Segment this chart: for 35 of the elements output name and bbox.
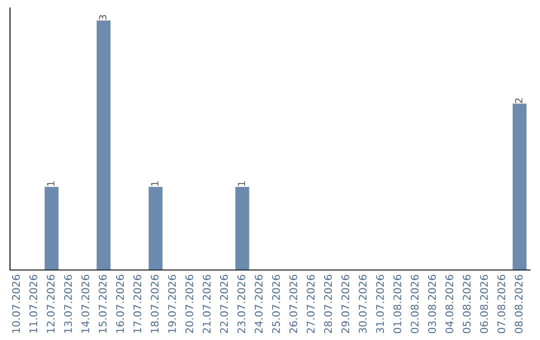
data-label: 3: [99, 15, 106, 20]
x-tick-label: 29.07.2026: [341, 274, 350, 334]
x-tick-label: 10.07.2026: [12, 274, 20, 333]
x-tick-label: 02.08.2026: [410, 274, 419, 334]
x-tick-label: 26.07.2026: [289, 274, 298, 334]
x-tick-label: 30.07.2026: [358, 274, 367, 334]
x-tick-label: 17.07.2026: [133, 274, 142, 333]
data-label: 1: [238, 182, 245, 186]
x-tick-label: 04.08.2026: [445, 274, 454, 334]
x-tick-label: 13.07.2026: [64, 274, 72, 333]
x-tick-label: 06.08.2026: [480, 274, 488, 334]
x-tick-label: 20.07.2026: [185, 274, 194, 334]
x-tick-label: 19.07.2026: [168, 274, 176, 333]
x-tick-label: 24.07.2026: [254, 274, 263, 334]
data-label: 1: [47, 182, 54, 186]
x-tick-label: 18.07.2026: [150, 274, 159, 333]
x-tick-label: 12.07.2026: [46, 274, 55, 333]
x-tick-label: 28.07.2026: [324, 274, 332, 334]
x-tick-label: 15.07.2026: [98, 274, 107, 333]
x-tick-label: 25.07.2026: [272, 274, 280, 334]
data-label: 1: [151, 182, 158, 186]
x-tick-label: 01.08.2026: [393, 274, 402, 334]
x-tick-label: 27.07.2026: [306, 274, 315, 334]
x-tick-label: 14.07.2026: [81, 274, 90, 333]
x-tick-label: 31.07.2026: [376, 274, 384, 334]
x-tick-label: 23.07.2026: [237, 274, 246, 334]
x-tick-label: 22.07.2026: [220, 274, 228, 334]
x-tick-label: 11.07.2026: [29, 274, 38, 333]
x-tick-label: 07.08.2026: [497, 274, 506, 334]
x-tick-label: 03.08.2026: [428, 274, 436, 334]
data-label: 2: [515, 98, 522, 103]
x-tick-label: 16.07.2026: [116, 274, 124, 333]
x-tick-label: 21.07.2026: [202, 274, 211, 334]
x-tick-label: 08.08.2026: [514, 274, 523, 334]
x-tick-label: 05.08.2026: [462, 274, 471, 334]
